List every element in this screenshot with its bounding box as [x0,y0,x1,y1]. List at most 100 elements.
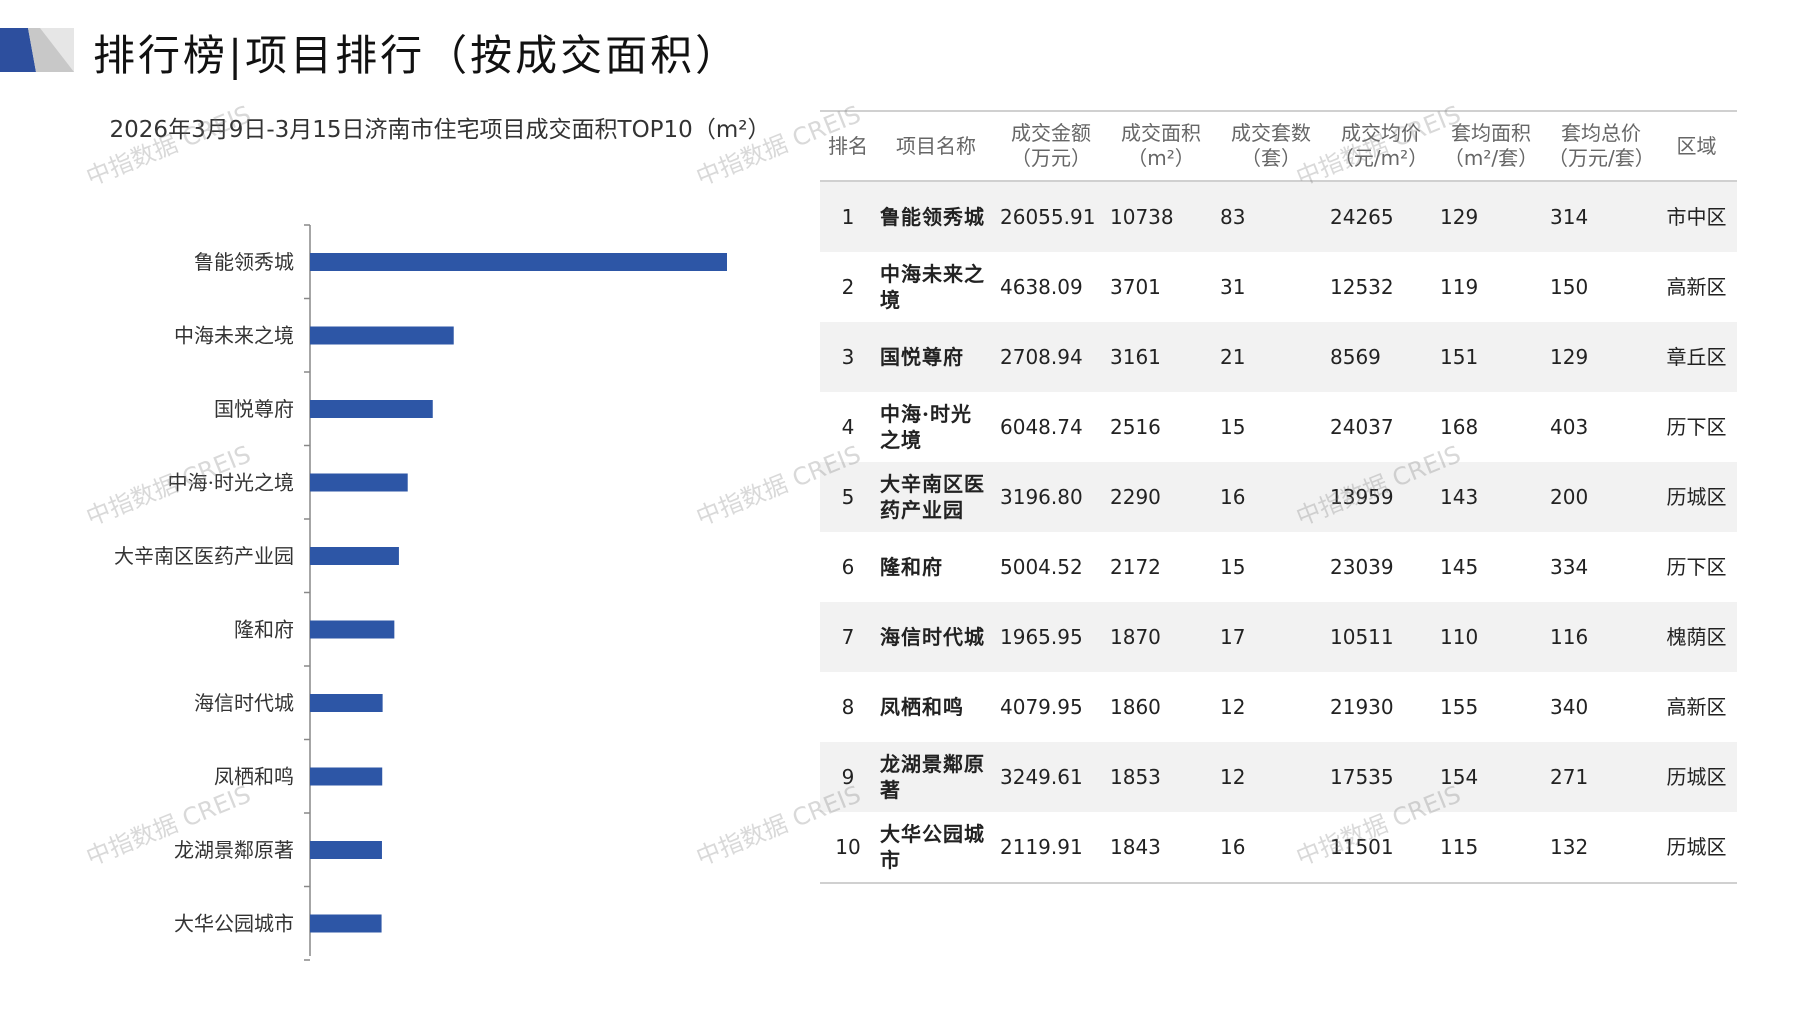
price-cell: 17535 [1326,742,1436,812]
units-cell: 12 [1216,742,1326,812]
category-label: 中海未来之境 [174,324,294,348]
rank-cell: 10 [820,812,876,884]
area-cell: 10738 [1106,181,1216,252]
bar [310,914,382,933]
table-row: 4 中海·时光之境 6048.74 2516 15 24037 168 403 历下区 [820,392,1737,462]
amount-cell: 6048.74 [1000,415,1083,439]
units-cell: 21 [1216,322,1326,392]
price-cell: 13959 [1326,462,1436,532]
ranking-table-container: 排名 项目名称 成交金额 （万元） 成交面积 （m²） 成交套数 （套） 成交均价 （元/m²）套… [820,110,1737,884]
column-header-label: 成交金额 [1011,121,1091,145]
column-header-label: 成交均价 [1341,121,1421,145]
price-cell: 10511 [1326,602,1436,672]
category-label: 海信时代城 [194,691,294,715]
column-header: 成交均价 （元/m²） [1326,110,1436,182]
column-header: 套均面积 （m²/套） [1436,110,1546,182]
avg-area-cell: 110 [1436,602,1546,672]
project-name-cell: 鲁能领秀城 [876,181,996,252]
bar [310,841,382,859]
avg-area-cell: 155 [1440,695,1479,719]
column-header: 排名 [820,110,876,182]
category-label: 大华公园城市 [174,912,294,936]
avg-total-cell: 129 [1546,322,1656,392]
column-header-label: 套均面积 [1451,121,1531,145]
rank-cell: 4 [841,415,855,439]
area-cell: 1870 [1106,602,1216,672]
ranking-table: 排名 项目名称 成交金额 （万元） 成交面积 （m²） 成交套数 （套） 成交均价 （元/m²）套… [820,110,1737,884]
amount-cell: 4638.09 [1000,275,1083,299]
column-header-unit: （元/m²） [1333,146,1429,170]
district-cell: 章丘区 [1656,322,1737,392]
avg-area-cell: 129 [1436,181,1546,252]
bar [310,253,727,271]
bar [310,326,454,345]
table-row: 6 隆和府 5004.52 2172 15 23039 145 334 历下区 [820,532,1737,602]
amount-cell: 2708.94 [996,322,1106,392]
units-cell: 16 [1216,812,1326,884]
price-cell: 8569 [1326,322,1436,392]
area-cell: 2172 [1110,555,1161,579]
table-row: 8 凤栖和鸣 4079.95 1860 12 21930 155 340 高新区 [820,672,1737,742]
column-header-label: 套均总价 [1561,121,1641,145]
amount-cell: 5004.52 [1000,555,1083,579]
table-row: 7 海信时代城 1965.95 1870 17 10511 110 116 槐荫区 [820,602,1737,672]
category-label: 中海·时光之境 [168,471,294,495]
bar [310,547,399,565]
units-cell: 31 [1220,275,1246,299]
rank-cell: 5 [820,462,876,532]
avg-area-cell: 168 [1440,415,1479,439]
rank-cell: 8 [841,695,855,719]
page-title: 排行榜|项目排行（按成交面积） [93,31,741,80]
district-cell: 高新区 [1666,275,1727,299]
column-header-unit: （万元） [1011,146,1091,170]
district-cell: 高新区 [1666,695,1727,719]
price-cell: 23039 [1330,555,1394,579]
avg-total-cell: 150 [1550,275,1589,299]
area-cell: 1843 [1106,812,1216,884]
table-row: 2 中海未来之境 4638.09 3701 31 12532 119 150 高新区 [820,252,1737,322]
column-header-unit: （m²） [1127,146,1195,170]
category-label: 鲁能领秀城 [194,250,294,274]
project-name-cell: 凤栖和鸣 [880,695,964,719]
area-cell: 3161 [1106,322,1216,392]
price-cell: 21930 [1330,695,1394,719]
project-name-cell: 隆和府 [880,555,943,579]
avg-total-cell: 132 [1546,812,1656,884]
column-header-label: 成交面积 [1121,121,1201,145]
price-cell: 24037 [1330,415,1394,439]
table-body: 1 鲁能领秀城 26055.91 10738 83 24265 129 314 市中区 2 中海未来… [820,181,1737,884]
column-header-unit: （m²/套） [1443,146,1539,170]
table-row: 10 大华公园城市 2119.91 1843 16 11501 115 132 历城区 [820,812,1737,884]
project-name-cell: 大华公园城市 [876,812,996,884]
amount-cell: 4079.95 [1000,695,1083,719]
units-cell: 17 [1216,602,1326,672]
table-row: 1 鲁能领秀城 26055.91 10738 83 24265 129 314 市中区 [820,181,1737,252]
avg-area-cell: 115 [1436,812,1546,884]
district-cell: 历城区 [1656,742,1737,812]
column-header: 区域 [1656,110,1737,182]
column-header-label: 项目名称 [896,133,976,158]
bar [310,694,383,712]
district-cell: 历城区 [1656,462,1737,532]
district-cell: 历下区 [1666,555,1727,579]
amount-cell: 26055.91 [996,181,1106,252]
bar [310,767,383,786]
amount-cell: 1965.95 [996,602,1106,672]
rank-cell: 6 [841,555,855,579]
units-cell: 83 [1216,181,1326,252]
logo-icon [0,28,74,72]
area-cell: 2290 [1106,462,1216,532]
district-cell: 历城区 [1656,812,1737,884]
avg-total-cell: 334 [1550,555,1589,579]
price-cell: 24265 [1326,181,1436,252]
category-label: 国悦尊府 [214,397,294,421]
project-name-cell: 海信时代城 [876,602,996,672]
amount-cell: 2119.91 [996,812,1106,884]
category-label: 隆和府 [234,618,294,642]
rank-cell: 3 [820,322,876,392]
amount-cell: 3196.80 [996,462,1106,532]
area-cell: 2516 [1110,415,1161,439]
units-cell: 15 [1220,415,1246,439]
column-header-unit: （万元/套） [1548,146,1655,170]
category-label: 大辛南区医药产业园 [114,544,294,568]
